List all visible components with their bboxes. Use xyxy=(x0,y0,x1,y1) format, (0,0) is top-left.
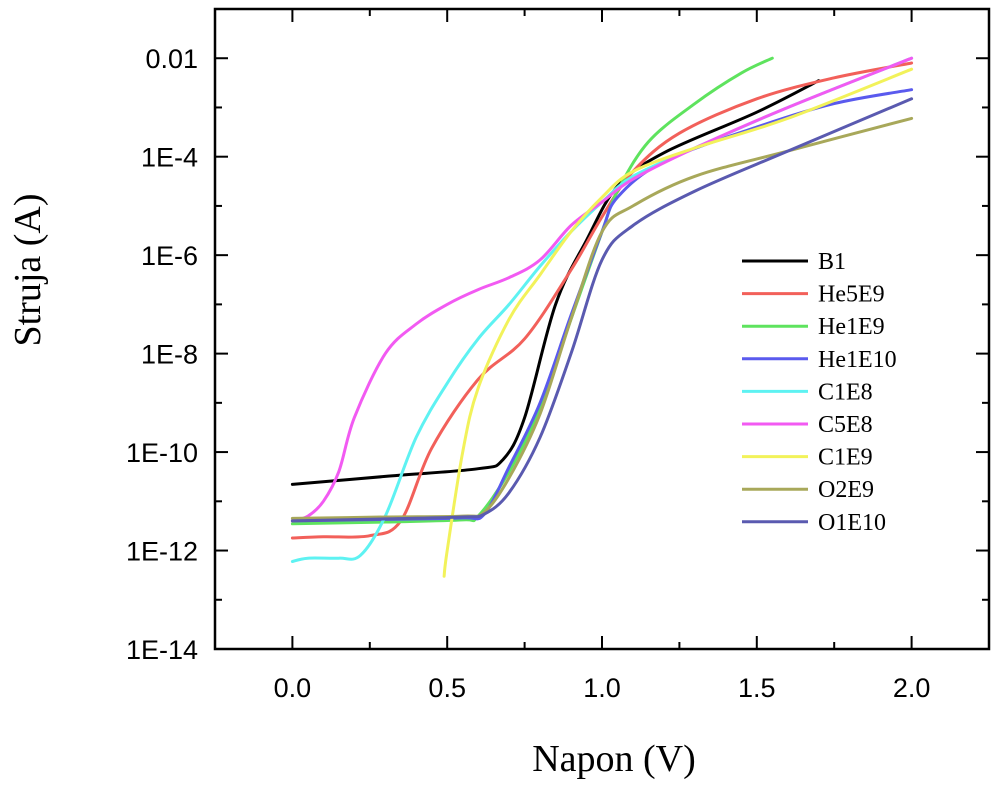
y-tick-label: 1E-4 xyxy=(141,143,198,173)
x-tick-label: 2.0 xyxy=(893,673,931,703)
legend-label: He1E10 xyxy=(818,347,897,373)
x-tick-label: 1.5 xyxy=(738,673,776,703)
legend-label: C5E8 xyxy=(818,412,873,438)
legend: B1 He5E9 He1E9 He1E10 C1E8 C5E8 C1E9 O2E9 O1E10 xyxy=(742,249,897,536)
x-tick-label: 0.5 xyxy=(428,673,466,703)
legend-label: B1 xyxy=(818,249,846,275)
series-line-O1E10 xyxy=(290,97,914,523)
series-line-C1E9 xyxy=(442,67,914,578)
legend-label: C1E8 xyxy=(818,379,873,405)
ticks-layer: 0.0 0.5 1.0 1.5 2.0 1E-14 1E-12 1E-10 1E-8 1E-6 1E… xyxy=(126,8,990,703)
y-tick-label: 1E-8 xyxy=(141,340,198,370)
y-tick-label: 1E-6 xyxy=(141,241,198,271)
legend-label: C1E9 xyxy=(818,445,873,471)
y-tick-label: 0.01 xyxy=(145,44,198,74)
y-tick-label: 1E-12 xyxy=(126,537,198,567)
series-line-B1 xyxy=(290,79,821,486)
x-tick-label: 0.0 xyxy=(274,673,312,703)
series-layer xyxy=(290,56,914,578)
x-tick-label: 1.0 xyxy=(583,673,621,703)
legend-label: O1E10 xyxy=(818,510,886,536)
legend-label: O2E9 xyxy=(818,477,874,503)
legend-label: He5E9 xyxy=(818,282,885,308)
x-axis-title: Napon (V) xyxy=(532,738,696,780)
y-tick-label: 1E-14 xyxy=(126,635,198,665)
y-tick-label: 1E-10 xyxy=(126,438,198,468)
series-line-He5E9 xyxy=(290,61,914,540)
y-axis-title: Struja (A) xyxy=(7,193,49,346)
legend-label: He1E9 xyxy=(818,314,885,340)
